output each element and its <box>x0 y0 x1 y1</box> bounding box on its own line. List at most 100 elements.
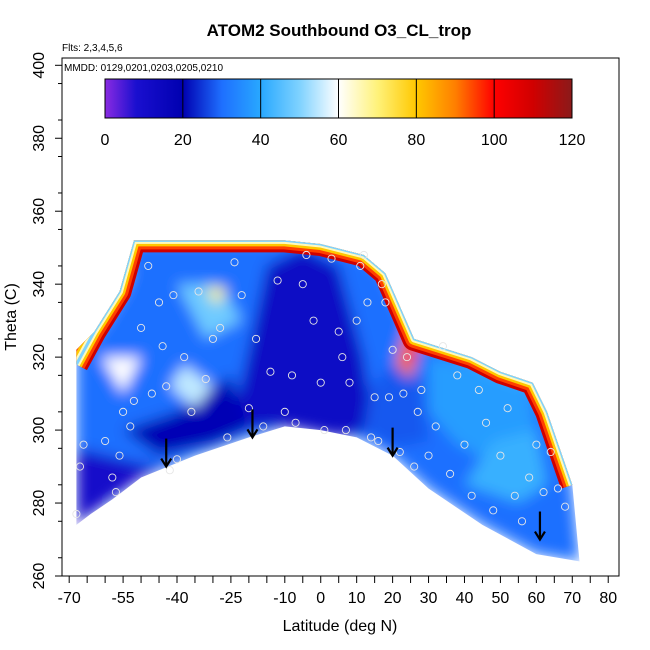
sample-point <box>108 473 117 482</box>
field-region <box>123 375 249 456</box>
sample-point <box>467 491 476 500</box>
sample-point <box>111 488 120 497</box>
y-tick-label: 340 <box>31 271 48 298</box>
sample-point <box>162 382 171 391</box>
sample-point <box>481 418 491 427</box>
sample-point <box>424 451 433 460</box>
sample-point <box>546 447 555 457</box>
sample-point <box>316 378 325 387</box>
sample-point <box>158 342 167 351</box>
sample-point <box>320 426 329 435</box>
sample-point <box>201 374 210 384</box>
flights-note: Flts: 2,3,4,5,6 <box>62 43 123 54</box>
sample-point <box>75 462 85 471</box>
sample-point <box>384 393 394 402</box>
sample-point <box>216 323 225 332</box>
x-tick-label: 30 <box>420 590 438 607</box>
field-region <box>169 364 213 409</box>
sample-point <box>302 250 311 260</box>
sample-point <box>79 440 88 449</box>
field-region <box>403 335 418 369</box>
field-region <box>76 448 195 525</box>
sample-point <box>147 389 156 398</box>
x-tick-label: 40 <box>456 590 474 607</box>
sample-point <box>115 451 124 460</box>
sample-point <box>453 371 462 380</box>
sample-point <box>287 371 297 380</box>
field-region <box>177 284 242 339</box>
sample-point <box>338 353 347 362</box>
sample-point <box>187 407 196 416</box>
field-region <box>464 430 548 503</box>
sample-point <box>119 407 128 416</box>
flight-arrowhead <box>386 447 399 458</box>
sample-point <box>496 451 505 460</box>
field-region <box>205 287 228 307</box>
sample-point <box>374 436 383 446</box>
sample-point <box>503 404 512 413</box>
x-tick-label: 50 <box>492 590 510 607</box>
sample-point <box>399 389 408 398</box>
y-tick-label: 380 <box>31 125 48 152</box>
colorbar-tick-label: 0 <box>101 132 110 149</box>
sample-point <box>291 418 300 427</box>
x-tick-label: -40 <box>165 590 188 607</box>
sample-point <box>309 316 318 325</box>
sample-point <box>180 353 189 362</box>
sample-point <box>172 455 182 464</box>
sample-point <box>532 440 541 449</box>
sample-point <box>341 426 350 435</box>
o3-field <box>76 240 580 562</box>
dates-note: MMDD: 0129,0201,0203,0205,0210 <box>64 63 223 74</box>
y-tick-label: 300 <box>31 417 48 444</box>
y-tick-label: 320 <box>31 344 48 371</box>
sample-point <box>417 385 426 395</box>
x-tick-label: 20 <box>384 590 402 607</box>
sample-point <box>266 367 275 376</box>
sample-point <box>377 280 386 289</box>
sample-point <box>388 345 397 354</box>
sample-point <box>474 385 483 395</box>
sample-point <box>298 280 307 289</box>
sample-point <box>539 488 548 497</box>
flight-arrowhead <box>534 530 546 542</box>
field-region <box>363 364 429 449</box>
sample-point <box>352 316 361 325</box>
y-tick-label: 360 <box>31 198 48 225</box>
y-tick-label: 280 <box>31 490 48 517</box>
sample-point <box>259 422 268 431</box>
y-tick-label: 260 <box>31 563 48 590</box>
y-axis-label: Theta (C) <box>3 283 20 351</box>
chart-title: ATOM2 Southbound O3_CL_trop <box>207 21 472 40</box>
sample-point <box>366 433 376 442</box>
sample-point <box>144 261 153 270</box>
sample-points <box>72 250 570 526</box>
flight-arrowhead <box>160 457 173 469</box>
sample-point <box>460 440 469 449</box>
sample-point <box>169 291 178 300</box>
sample-point <box>356 261 365 270</box>
sample-point <box>489 506 498 515</box>
plot-area <box>72 240 580 562</box>
sample-point <box>273 276 282 285</box>
x-tick-label: 70 <box>563 590 581 607</box>
sample-point <box>561 502 570 511</box>
field-region <box>230 247 375 438</box>
sample-point <box>446 469 455 478</box>
plot-frame <box>61 57 620 577</box>
x-tick-label: 80 <box>599 590 617 607</box>
sample-point <box>345 378 354 387</box>
flight-arrows <box>160 409 546 542</box>
sample-point <box>126 422 135 431</box>
colorbar-tick-label: 80 <box>407 132 425 149</box>
sample-point <box>129 396 138 405</box>
colorbar-tick-label: 40 <box>252 132 270 149</box>
x-tick-label: -10 <box>273 590 296 607</box>
flight-arrowhead <box>246 428 259 440</box>
x-tick-label: -25 <box>219 590 242 607</box>
colorbar-tick-label: 60 <box>330 132 348 149</box>
sample-point <box>165 466 174 475</box>
sample-point <box>244 404 253 413</box>
sample-point <box>517 517 527 526</box>
